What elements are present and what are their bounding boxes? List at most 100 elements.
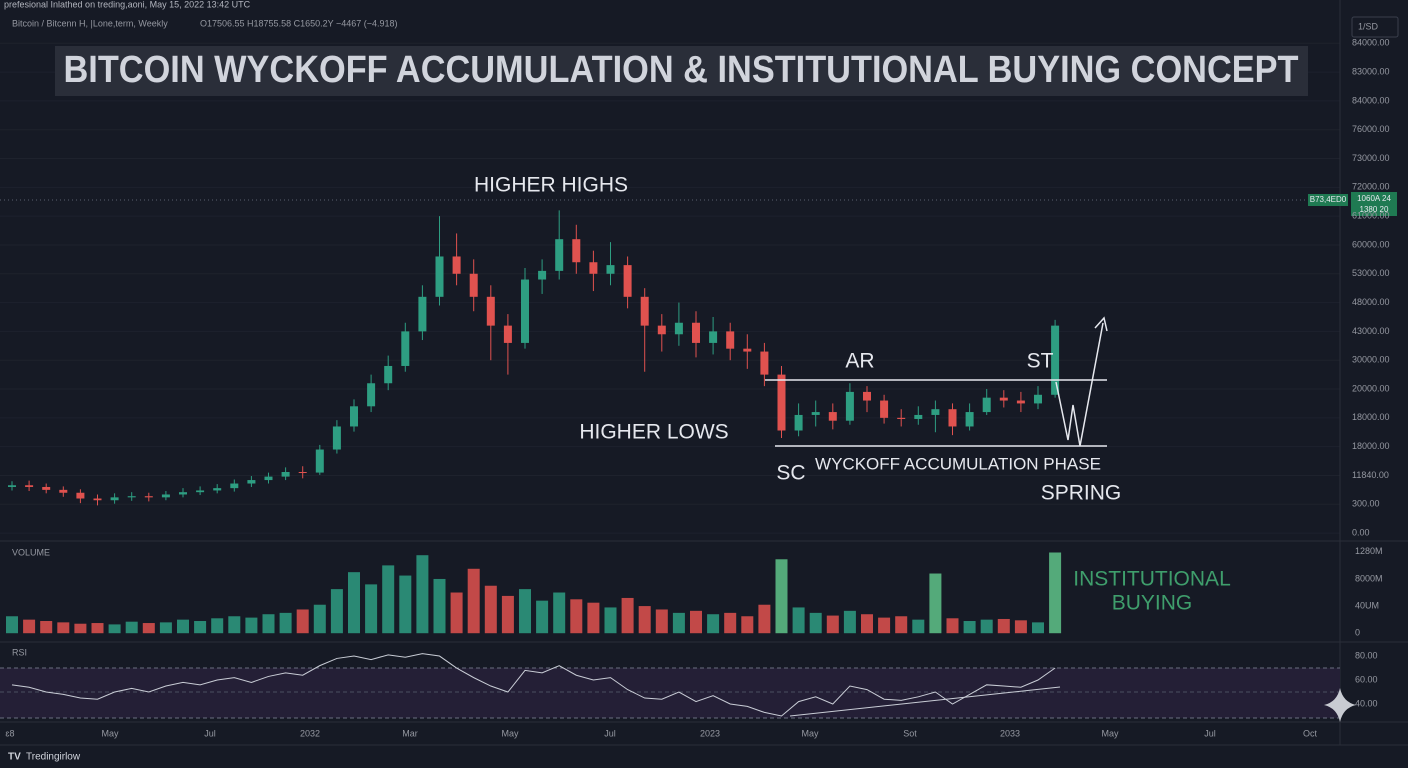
annotation: SPRING bbox=[1041, 482, 1122, 505]
annotation: BUYING bbox=[1112, 592, 1193, 615]
volume-bar bbox=[553, 592, 566, 634]
candle-body bbox=[880, 400, 889, 418]
candle-body bbox=[811, 412, 820, 415]
y-tick-label: 76000.00 bbox=[1352, 124, 1390, 134]
volume-bar bbox=[826, 615, 839, 634]
annotation: SC bbox=[776, 462, 805, 485]
candle-body bbox=[264, 476, 273, 481]
volume-bar bbox=[6, 616, 18, 634]
candle-body bbox=[572, 239, 581, 263]
candle-body bbox=[657, 325, 666, 335]
watermark: prefesional Inlathed on treding,aoni, Ma… bbox=[4, 0, 251, 9]
volume-bar bbox=[963, 621, 976, 634]
title-box bbox=[55, 46, 1308, 96]
rsi-line bbox=[11, 653, 1056, 717]
volume-bar bbox=[399, 575, 412, 634]
annotation: WYCKOFF ACCUMULATION PHASE bbox=[815, 454, 1101, 473]
annotation: HIGHER HIGHS bbox=[474, 174, 628, 197]
candle-body bbox=[897, 417, 906, 419]
y-tick-label: 73000.00 bbox=[1352, 153, 1390, 163]
candle-body bbox=[931, 409, 940, 415]
volume-bar bbox=[177, 619, 189, 634]
rsi-trendline bbox=[789, 686, 1061, 717]
volume-bar bbox=[228, 616, 241, 634]
candle-body bbox=[623, 265, 632, 297]
candle-body bbox=[760, 351, 769, 375]
candle-body bbox=[486, 296, 495, 326]
x-tick-label: 2023 bbox=[700, 728, 720, 738]
candle-body bbox=[144, 496, 153, 498]
volume-bar bbox=[638, 606, 651, 634]
x-tick-label: May bbox=[101, 728, 119, 738]
x-tick-label: 2033 bbox=[1000, 728, 1020, 738]
volume-bar bbox=[912, 619, 925, 634]
volume-bar bbox=[672, 612, 685, 634]
candle-body bbox=[555, 239, 564, 271]
volume-bar bbox=[467, 568, 480, 634]
arrow-head bbox=[1094, 316, 1108, 332]
volume-bar bbox=[74, 623, 87, 634]
candle-body bbox=[982, 397, 991, 413]
candle-body bbox=[213, 488, 222, 491]
candle-body bbox=[469, 273, 478, 297]
annotation: ST bbox=[1027, 350, 1054, 373]
y-tick-label: 0 bbox=[1355, 628, 1360, 638]
volume-bar bbox=[365, 584, 378, 634]
candle-body bbox=[315, 449, 324, 473]
volume-bar bbox=[1049, 552, 1062, 634]
pane-label: RSI bbox=[12, 647, 27, 657]
currency[interactable]: 1/SD bbox=[1358, 21, 1379, 31]
volume-bar bbox=[741, 616, 754, 634]
candle-body bbox=[42, 486, 51, 490]
candle-body bbox=[401, 331, 410, 366]
volume-bar bbox=[621, 597, 634, 634]
y-tick-label: 11840.00 bbox=[1352, 470, 1389, 480]
volume-bar bbox=[1014, 620, 1027, 634]
x-tick-label: May bbox=[801, 728, 819, 738]
x-tick-label: Jul bbox=[604, 728, 616, 738]
candle-body bbox=[521, 279, 529, 343]
volume-bar bbox=[40, 621, 53, 634]
candle-body bbox=[1016, 400, 1025, 404]
x-tick-label: 2032 bbox=[300, 728, 320, 738]
spring-path bbox=[1055, 322, 1104, 447]
volume-bar bbox=[125, 621, 138, 634]
x-tick-label: Mar bbox=[402, 728, 418, 738]
volume-bar bbox=[655, 609, 668, 634]
candle-body bbox=[247, 480, 256, 484]
y-tick-label: 48000.00 bbox=[1352, 297, 1390, 307]
volume-bar bbox=[570, 599, 583, 634]
currency-box[interactable] bbox=[1351, 16, 1399, 38]
title: BITCOIN WYCKOFF ACCUMULATION & INSTITUTI… bbox=[64, 49, 1299, 91]
volume-bar bbox=[758, 604, 771, 634]
volume-bar bbox=[382, 565, 395, 634]
candle-body bbox=[418, 296, 427, 332]
y-tick-label: 60.00 bbox=[1355, 674, 1378, 684]
footer-logo: TV bbox=[8, 752, 21, 763]
x-tick-label: May bbox=[501, 728, 519, 738]
x-tick-label: Jul bbox=[1204, 728, 1216, 738]
candle-body bbox=[726, 331, 735, 349]
candle-body bbox=[999, 397, 1008, 401]
volume-bar bbox=[587, 602, 600, 634]
candle-body bbox=[538, 270, 547, 280]
y-tick-label: 83000.00 bbox=[1352, 66, 1390, 76]
price-tag-text: B73,4ED0 bbox=[1310, 195, 1347, 204]
volume-bar bbox=[690, 610, 702, 634]
candle-body bbox=[794, 414, 803, 431]
y-tick-label: 18000.00 bbox=[1352, 441, 1390, 451]
candle-body bbox=[1034, 394, 1042, 404]
candle-body bbox=[367, 383, 376, 407]
candle-body bbox=[863, 391, 871, 401]
y-tick-label: 0.00 bbox=[1352, 527, 1370, 537]
candle-body bbox=[828, 412, 837, 421]
last-tag-text: 1060A 24 bbox=[1357, 194, 1391, 203]
y-tick-label: 40UM bbox=[1355, 600, 1379, 610]
volume-bar bbox=[775, 559, 788, 634]
volume-bar bbox=[946, 618, 959, 634]
candle-body bbox=[93, 498, 102, 501]
volume-bar bbox=[724, 612, 737, 634]
y-tick-label: 8000M bbox=[1355, 573, 1383, 583]
